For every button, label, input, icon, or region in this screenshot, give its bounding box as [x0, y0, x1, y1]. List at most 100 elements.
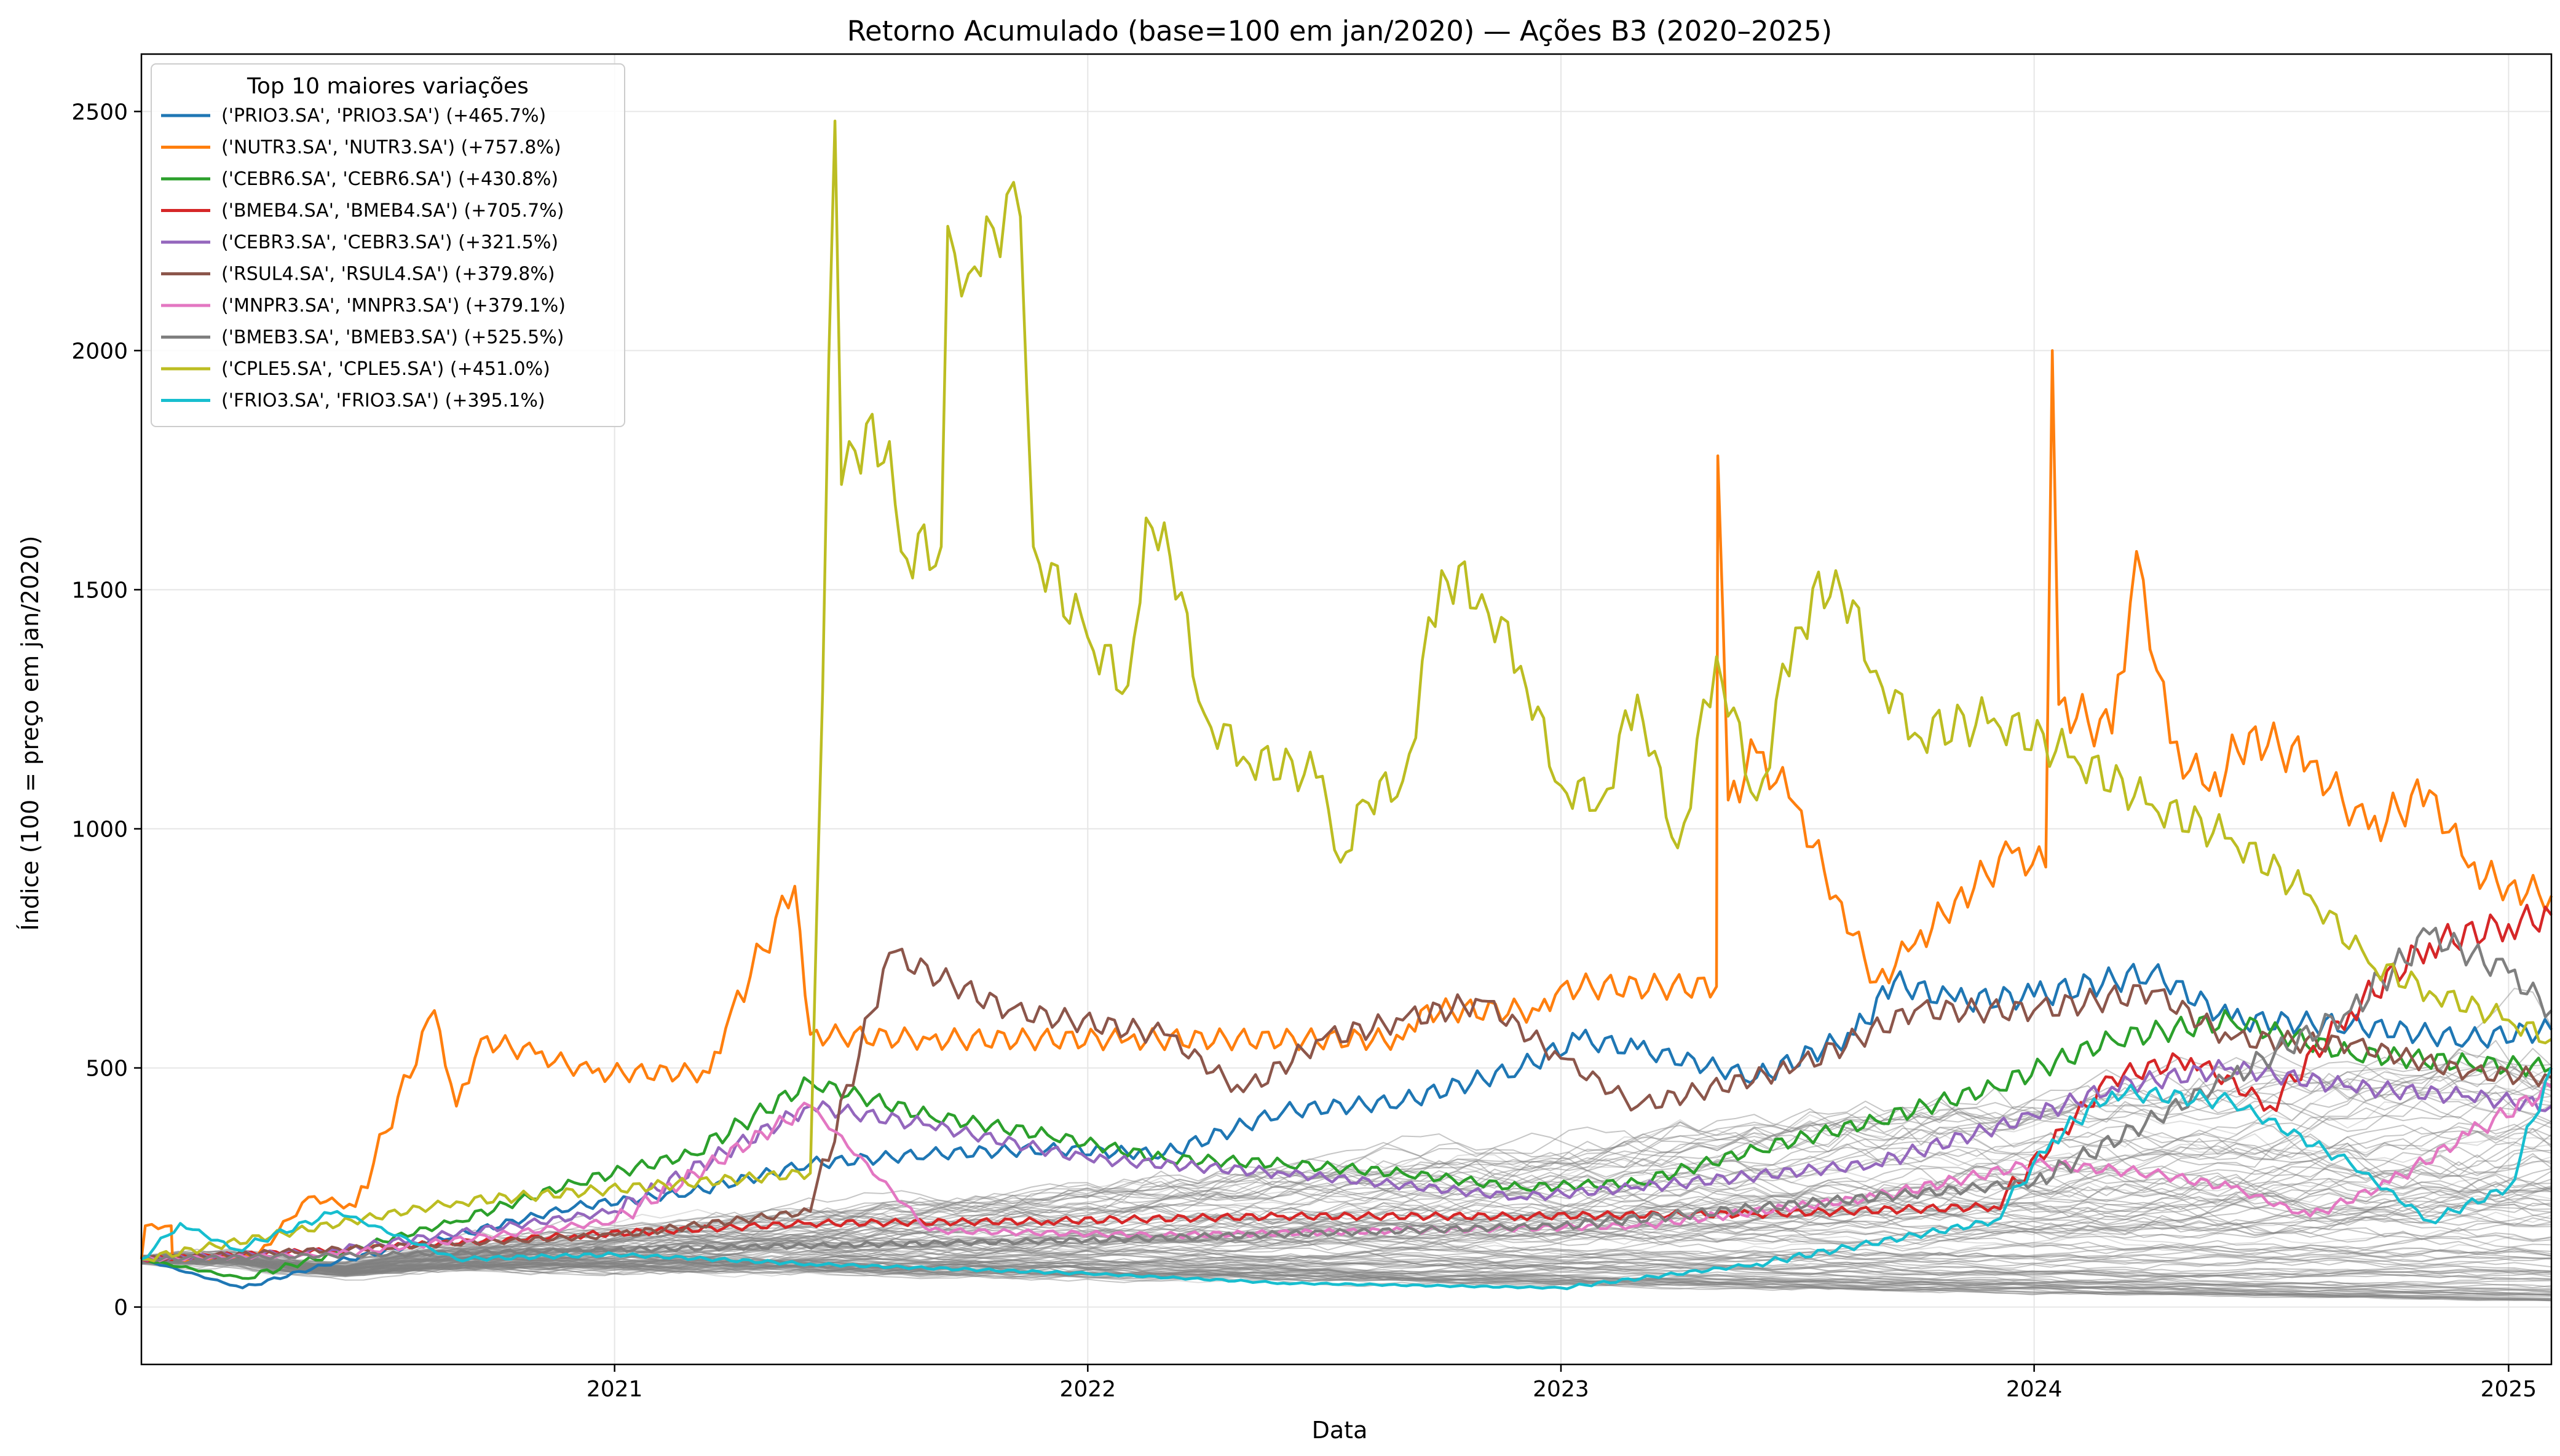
background-series-line — [141, 1253, 2552, 1272]
background-series-line — [141, 1245, 2552, 1272]
background-series-line — [141, 1259, 2552, 1278]
legend-entry-label: ('CEBR3.SA', 'CEBR3.SA') (+321.5%) — [221, 232, 558, 253]
x-tick-label: 2024 — [2006, 1377, 2063, 1402]
background-series-line — [141, 1256, 2552, 1299]
series-line — [141, 1067, 2553, 1291]
background-series-line — [141, 1147, 2552, 1269]
background-series-line — [141, 1252, 2552, 1301]
background-series-line — [141, 1252, 2552, 1273]
series-line — [141, 1080, 2553, 1262]
y-axis-ticks: 0 500 1000 1500 2000 2500 — [71, 100, 141, 1321]
series-line — [141, 962, 2553, 1289]
legend-box — [151, 63, 625, 427]
background-series-line — [141, 1142, 2552, 1270]
background-series-line — [141, 1185, 2552, 1268]
background-series-line — [141, 1156, 2552, 1270]
legend-entry-label: ('MNPR3.SA', 'MNPR3.SA') (+379.1%) — [221, 295, 566, 317]
background-series-line — [141, 1253, 2552, 1291]
legend-entry-label: ('RSUL4.SA', 'RSUL4.SA') (+379.8%) — [221, 264, 555, 285]
background-series-line — [141, 1256, 2552, 1285]
background-series-line — [141, 1248, 2552, 1273]
background-series-line — [141, 1133, 2552, 1267]
background-series-line — [141, 1259, 2552, 1297]
background-series-line — [141, 1235, 2552, 1277]
x-tick-label: 2025 — [2481, 1377, 2537, 1402]
background-series-line — [141, 1251, 2552, 1293]
background-series-line — [141, 1261, 2552, 1281]
series-line — [141, 926, 2553, 1262]
x-tick-label: 2023 — [1533, 1377, 1589, 1402]
x-axis-label: Data — [1312, 1417, 1368, 1444]
legend-title: Top 10 maiores variações — [247, 74, 529, 99]
background-series-line — [141, 1150, 2552, 1269]
background-series-line — [141, 988, 2552, 1269]
y-tick-label: 1500 — [71, 578, 128, 603]
background-series-line — [141, 1248, 2552, 1293]
background-series-line — [141, 1253, 2552, 1296]
background-series-line — [141, 1075, 2552, 1270]
series-line — [141, 947, 2552, 1262]
background-series-line — [141, 1068, 2552, 1269]
background-series-lines — [141, 988, 2552, 1302]
legend-entry-label: ('NUTR3.SA', 'NUTR3.SA') (+757.8%) — [221, 137, 561, 159]
background-series-line — [141, 1116, 2552, 1269]
background-series-line — [141, 1254, 2552, 1296]
background-series-line — [141, 1091, 2552, 1269]
background-series-line — [141, 1211, 2552, 1273]
background-series-line — [141, 1257, 2552, 1300]
background-series-line — [141, 1066, 2552, 1268]
background-series-line — [141, 1187, 2552, 1273]
legend-items: ('PRIO3.SA', 'PRIO3.SA') (+465.7%) ('NUTR… — [161, 105, 566, 412]
background-series-line — [141, 1257, 2552, 1301]
background-series-line — [141, 1218, 2552, 1269]
background-series-line — [141, 1241, 2552, 1274]
background-series-line — [141, 1257, 2552, 1301]
series-line — [141, 903, 2553, 1263]
background-series-line — [141, 1185, 2552, 1278]
background-series-line — [141, 1243, 2552, 1272]
background-series-line — [141, 1253, 2552, 1289]
background-series-line — [141, 1082, 2552, 1268]
y-tick-label: 2500 — [71, 100, 128, 125]
background-series-line — [141, 1145, 2552, 1270]
background-series-line — [141, 1123, 2552, 1270]
background-series-line — [141, 1256, 2552, 1280]
background-series-line — [141, 1254, 2552, 1289]
background-series-line — [141, 1255, 2552, 1296]
background-series-line — [141, 1257, 2552, 1278]
background-series-line — [141, 1251, 2552, 1272]
series-line — [141, 1059, 2553, 1262]
legend-entry-label: ('CPLE5.SA', 'CPLE5.SA') (+451.0%) — [221, 358, 550, 380]
legend: Top 10 maiores variações ('PRIO3.SA', 'P… — [151, 63, 625, 427]
x-axis-ticks: 2021 2022 2023 2024 2025 — [587, 1364, 2537, 1402]
legend-entry-label: ('BMEB4.SA', 'BMEB4.SA') (+705.7%) — [221, 200, 564, 222]
legend-entry-label: ('PRIO3.SA', 'PRIO3.SA') (+465.7%) — [221, 105, 546, 127]
background-series-line — [141, 1256, 2552, 1278]
background-series-line — [141, 1253, 2552, 1299]
y-tick-label: 2000 — [71, 339, 128, 364]
background-series-line — [141, 1237, 2552, 1273]
background-series-line — [141, 1251, 2552, 1289]
y-tick-label: 1000 — [71, 817, 128, 843]
background-series-line — [141, 1254, 2552, 1286]
x-tick-label: 2022 — [1060, 1377, 1116, 1402]
background-series-line — [141, 1189, 2552, 1271]
y-axis-label: Índice (100 = preço em jan/2020) — [17, 536, 44, 931]
legend-entry-label: ('BMEB3.SA', 'BMEB3.SA') (+525.5%) — [221, 327, 564, 348]
background-series-line — [141, 1189, 2552, 1273]
background-series-line — [141, 1258, 2552, 1296]
plot-frame — [140, 53, 2553, 1366]
background-series-line — [141, 1253, 2552, 1302]
chart-title: Retorno Acumulado (base=100 em jan/2020)… — [847, 15, 1832, 47]
legend-entry-label: ('FRIO3.SA', 'FRIO3.SA') (+395.1%) — [221, 390, 545, 412]
background-series-line — [141, 1248, 2552, 1273]
background-series-line — [141, 1256, 2552, 1277]
background-series-line — [141, 1257, 2552, 1276]
background-series-line — [141, 1201, 2552, 1270]
background-series-line — [141, 1120, 2552, 1267]
background-series-line — [141, 1259, 2552, 1280]
background-series-line — [141, 1067, 2552, 1263]
background-series-line — [141, 1221, 2552, 1271]
background-series-line — [141, 1256, 2552, 1302]
